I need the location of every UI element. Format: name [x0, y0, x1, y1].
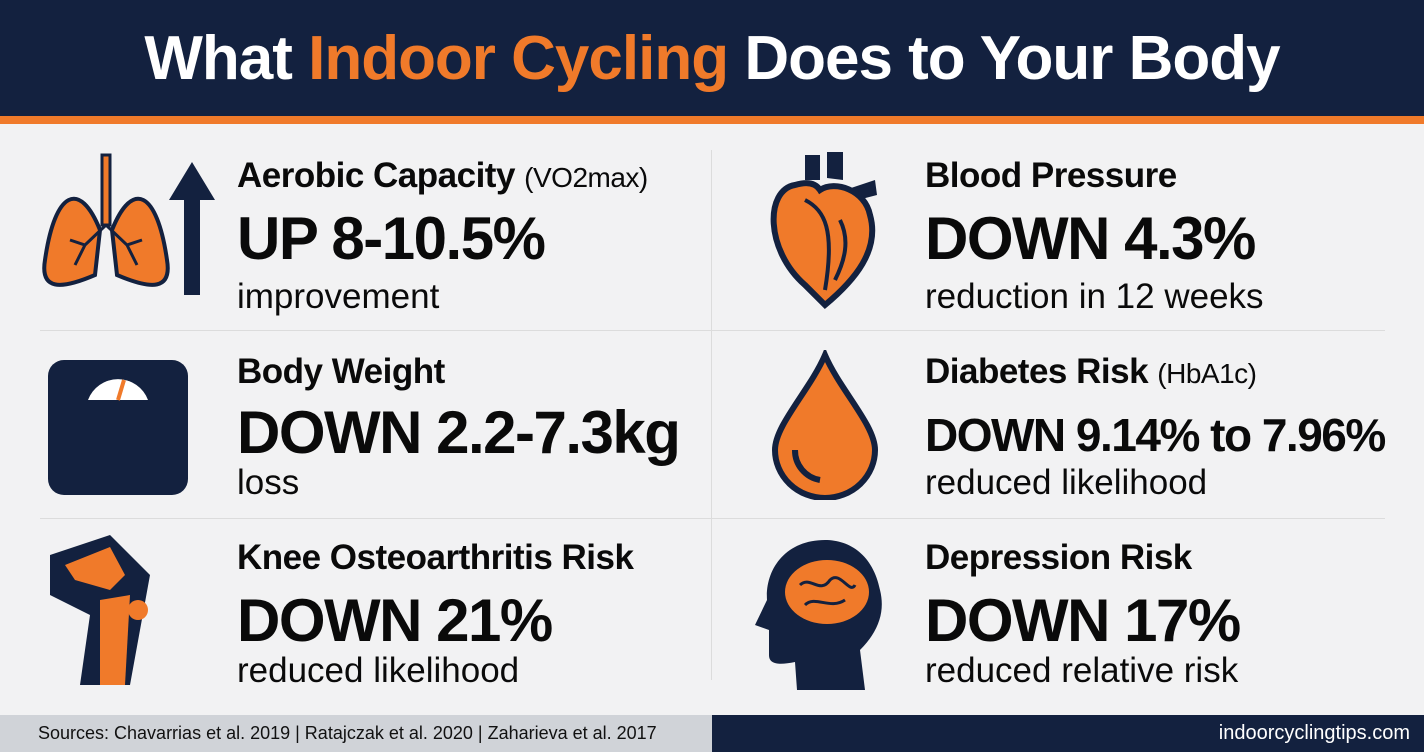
- header-banner: What Indoor Cycling Does to Your Body: [0, 0, 1424, 116]
- stat-value: DOWN 4.3%: [925, 205, 1256, 272]
- blood-drop-icon: [771, 350, 879, 500]
- stat-sub: improvement: [237, 277, 440, 316]
- stat-value: DOWN 9.14% to 7.96%: [925, 409, 1386, 461]
- stat-label: Depression Risk: [925, 538, 1192, 577]
- stat-sub: reduced likelihood: [925, 463, 1208, 502]
- scale-icon: [48, 360, 188, 495]
- footer-sources: Sources: Chavarrias et al. 2019 | Ratajc…: [0, 715, 712, 752]
- row-divider: [40, 518, 1385, 519]
- stat-value: DOWN 17%: [925, 587, 1241, 654]
- stat-value: DOWN 21%: [237, 587, 553, 654]
- stat-label: Blood Pressure: [925, 156, 1177, 195]
- stat-label-note: (VO2max): [524, 162, 648, 193]
- stat-sub: loss: [237, 463, 300, 502]
- heart-icon: [770, 152, 877, 310]
- stat-label: Diabetes Risk: [925, 352, 1149, 391]
- stat-value: DOWN 2.2-7.3kg: [237, 399, 681, 466]
- footer-site: indoorcyclingtips.com: [712, 715, 1424, 752]
- column-divider: [711, 150, 712, 680]
- head-brain-icon: [755, 540, 882, 690]
- orange-stripe: [0, 116, 1424, 124]
- stat-sub: reduced likelihood: [237, 651, 520, 690]
- row-divider: [40, 330, 1385, 331]
- stat-label: Body Weight: [237, 352, 445, 391]
- lungs-with-up-arrow-icon: [42, 153, 215, 295]
- title-highlight: Indoor Cycling: [308, 23, 729, 93]
- page-title: What Indoor Cycling Does to Your Body: [144, 23, 1280, 93]
- stat-sub: reduction in 12 weeks: [925, 277, 1264, 316]
- stat-sub: reduced relative risk: [925, 651, 1239, 690]
- stat-value: UP 8-10.5%: [237, 205, 546, 272]
- stat-label: Aerobic Capacity: [237, 156, 515, 195]
- knee-joint-icon: [50, 535, 150, 685]
- stat-label-note: (HbA1c): [1157, 358, 1257, 389]
- stat-label: Knee Osteoarthritis Risk: [237, 538, 634, 577]
